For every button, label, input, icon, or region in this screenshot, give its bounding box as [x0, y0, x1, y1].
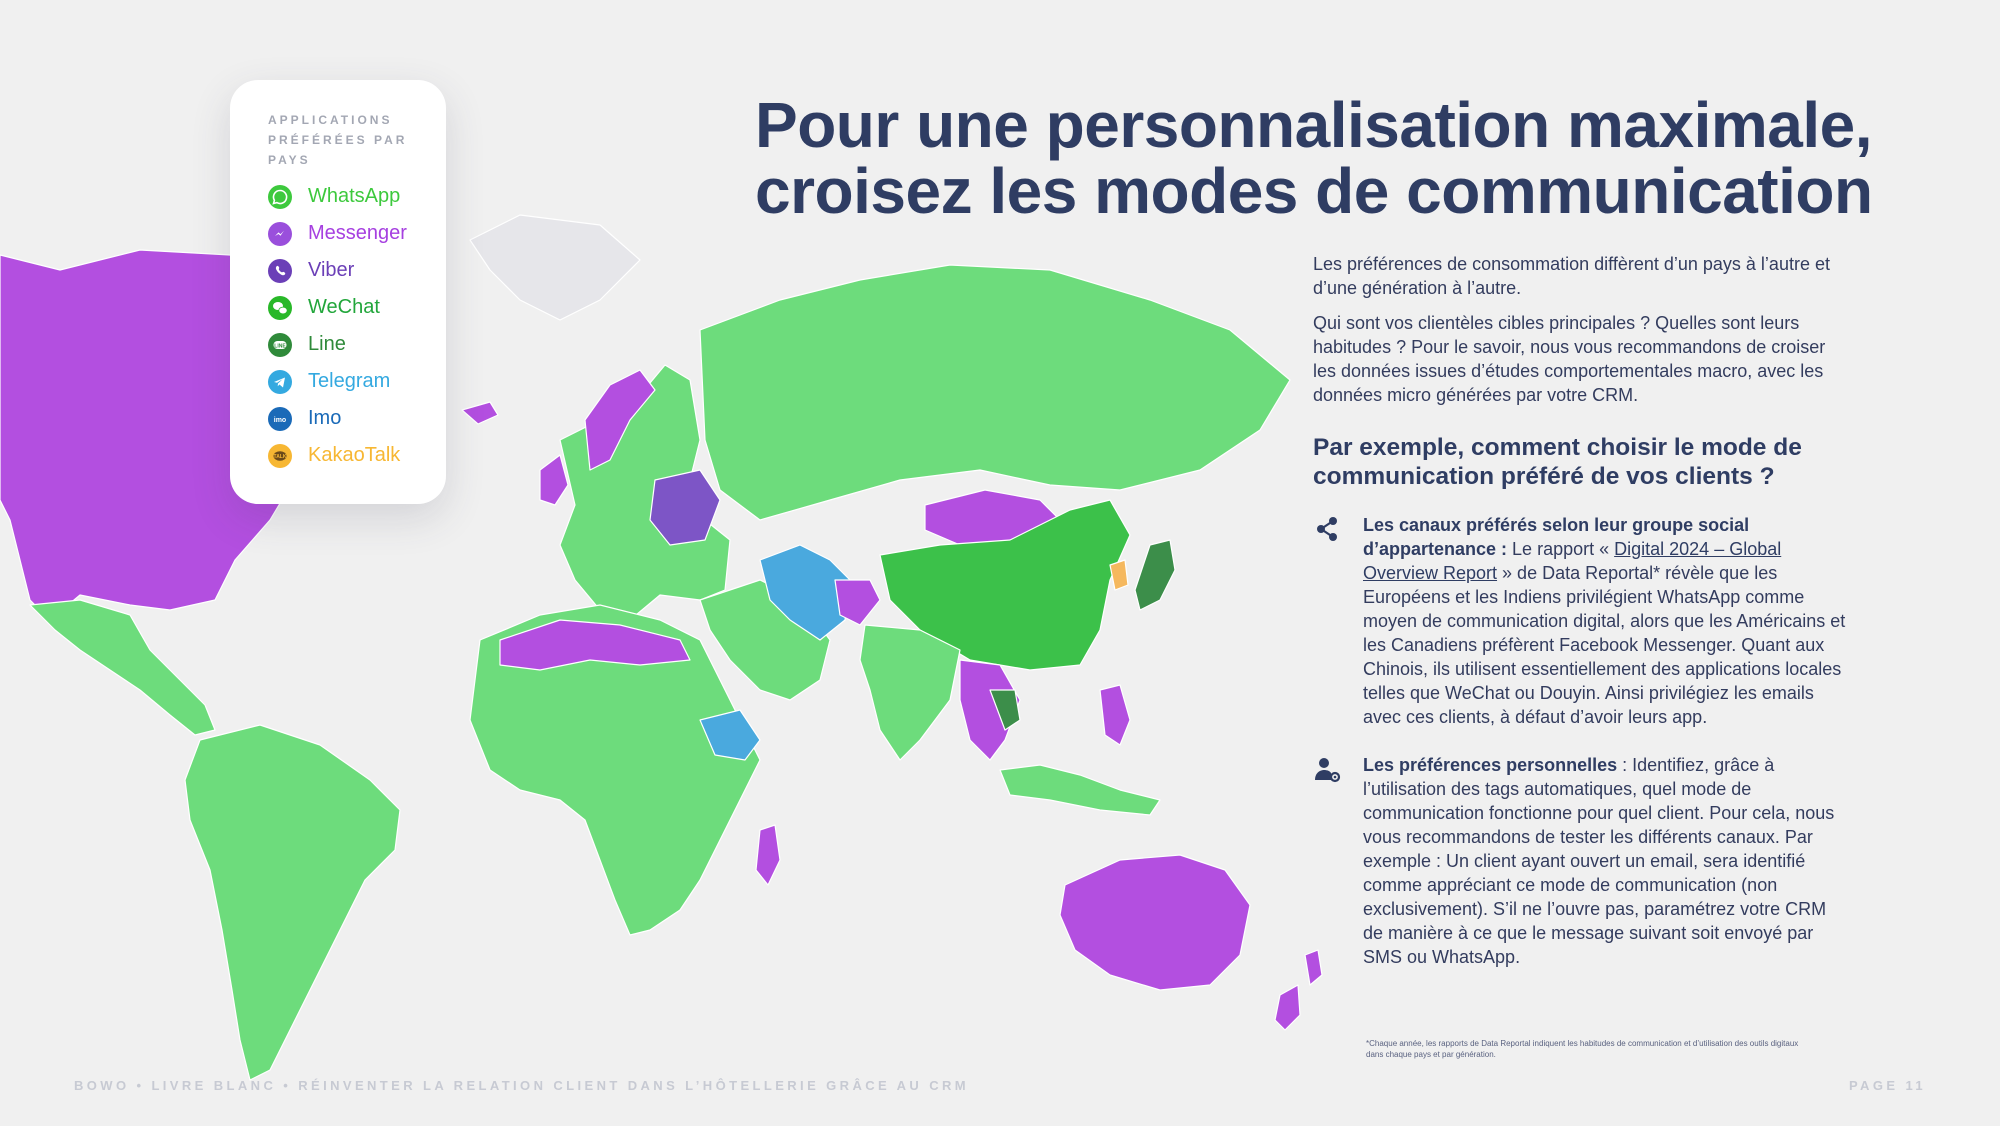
map-region-africa [469, 604, 761, 936]
line-icon: LINE [268, 332, 292, 357]
bullet-2-text: : Identifiez, grâce à l’utilisation des … [1363, 755, 1835, 967]
map-region-philippines [1099, 684, 1131, 746]
bullet-1-text-b: » de Data Reportal* révèle que les Europ… [1363, 563, 1846, 727]
subheading: Par exemple, comment choisir le mode de … [1313, 434, 1802, 490]
text-column: Les préférences de consommation diffèren… [1313, 252, 1848, 993]
kakaotalk-icon: TALK [268, 443, 292, 468]
report-link[interactable]: Digital 2024 – Global Overview Report [1363, 539, 1782, 583]
map-region-new-zealand [1304, 949, 1323, 986]
map-region-north-africa [499, 619, 691, 671]
svg-text:LINE: LINE [274, 343, 286, 349]
legend-label: KakaoTalk [308, 444, 401, 466]
bullet-social-group: Les canaux préférés selon leur groupe so… [1313, 513, 1848, 729]
map-region-korea [1109, 559, 1129, 591]
legend-label: WhatsApp [308, 185, 401, 207]
map-region-japan [1134, 539, 1176, 611]
map-region-thailand [989, 689, 1021, 731]
svg-text:imo: imo [274, 417, 286, 424]
intro-paragraph-1: Les préférences de consommation diffèren… [1313, 254, 1830, 298]
legend-label: Telegram [308, 370, 391, 392]
legend-label: Viber [308, 259, 355, 281]
bullet-1-bold: Les canaux préférés selon leur groupe so… [1363, 515, 1750, 559]
map-region-madagascar [755, 824, 781, 886]
svg-text:TALK: TALK [274, 454, 287, 460]
map-region-russia [699, 264, 1291, 521]
legend-title: APPLICATIONS PRÉFÉRÉES PAR PAYS [268, 113, 408, 167]
map-region-afghanistan [834, 579, 881, 626]
map-region-indonesia [999, 764, 1161, 816]
page-title: Pour une personnalisation maximale, croi… [755, 89, 1873, 227]
imo-icon: imo [268, 406, 292, 431]
map-region-new-zealand-south [1274, 984, 1301, 1031]
map-region-greenland [469, 214, 641, 321]
wechat-icon [268, 295, 292, 320]
map-region-australia [1059, 854, 1251, 991]
legend-item-imo: imo Imo [268, 400, 407, 437]
share-icon [1313, 515, 1341, 543]
bullet-2-bold: Les préférences personnelles [1363, 755, 1618, 775]
page-number: PAGE 11 [1848, 1078, 1926, 1093]
user-settings-icon [1313, 755, 1341, 783]
viber-icon [268, 258, 292, 283]
legend-item-whatsapp: WhatsApp [268, 178, 407, 215]
legend-item-kakaotalk: TALK KakaoTalk [268, 437, 407, 474]
intro-paragraph-2: Qui sont vos clientèles cibles principal… [1313, 313, 1826, 405]
legend-item-messenger: Messenger [268, 215, 407, 252]
legend-item-viber: Viber [268, 252, 407, 289]
legend-item-telegram: Telegram [268, 363, 407, 400]
legend-label: Line [308, 333, 346, 355]
legend-list: WhatsApp Messenger Viber WeChat LINE Line Tele… [268, 178, 407, 474]
map-region-south-america [184, 724, 401, 1081]
map-region-ethiopia [699, 709, 761, 761]
map-region-iran [759, 544, 851, 641]
legend-label: WeChat [308, 296, 380, 318]
map-region-scandinavia [584, 369, 656, 471]
legend-label: Messenger [308, 222, 407, 244]
legend-item-line: LINE Line [268, 326, 407, 363]
map-region-uk [539, 454, 569, 506]
legend-label: Imo [308, 407, 342, 429]
bullet-1-text-a: Le rapport « [1507, 539, 1615, 559]
bullet-personal-preferences: Les préférences personnelles : Identifie… [1313, 753, 1848, 969]
map-region-iceland [461, 401, 499, 425]
whatsapp-icon [268, 184, 292, 209]
messenger-icon [268, 221, 292, 246]
map-region-ukraine [649, 469, 721, 546]
map-region-india [859, 624, 961, 761]
map-region-central-america [29, 599, 216, 736]
legend-item-wechat: WeChat [268, 289, 407, 326]
map-region-southeast-asia [959, 659, 1021, 761]
telegram-icon [268, 369, 292, 394]
legend-card: APPLICATIONS PRÉFÉRÉES PAR PAYS WhatsApp… [230, 80, 446, 504]
footer-left: BOWO • LIVRE BLANC • RÉINVENTER LA RELAT… [74, 1078, 970, 1093]
footnote: *Chaque année, les rapports de Data Repo… [1366, 1039, 1799, 1059]
